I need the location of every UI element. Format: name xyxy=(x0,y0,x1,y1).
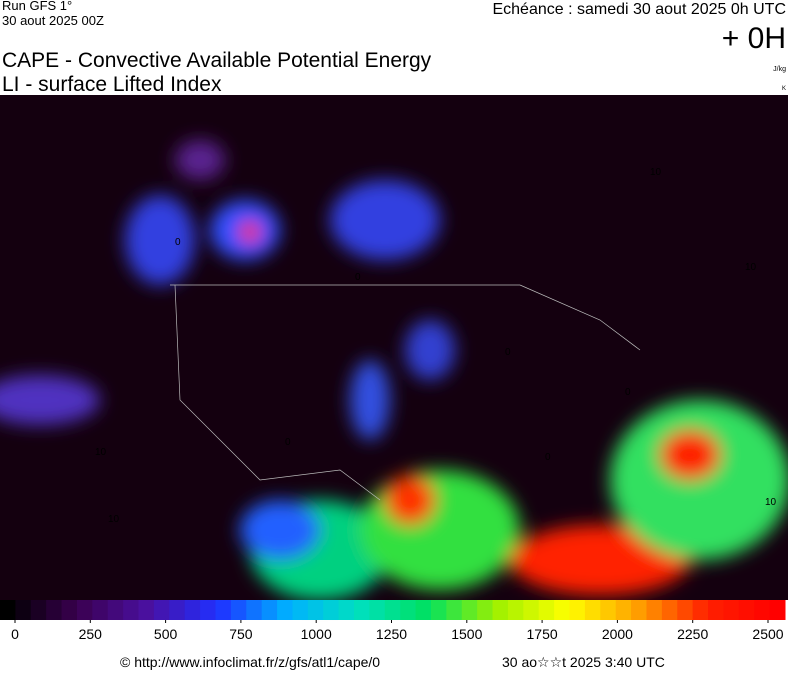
colorbar-cell xyxy=(631,600,647,620)
contour-label: 0 xyxy=(625,387,631,398)
colorbar-cell xyxy=(769,600,786,620)
contour-label: 10 xyxy=(765,497,777,508)
title: CAPE - Convective Available Potential En… xyxy=(2,49,432,72)
subtitle: LI - surface Lifted Index xyxy=(2,73,222,96)
colorbar-tick-label: 2000 xyxy=(602,626,633,642)
colorbar-tick-label: 2500 xyxy=(752,626,783,642)
colorbar-cell xyxy=(123,600,140,620)
colorbar-tick-label: 750 xyxy=(229,626,253,642)
colorbar-cell xyxy=(200,600,216,620)
colorbar-cell xyxy=(754,600,771,620)
contour-label: 0 xyxy=(175,237,181,248)
colorbar-tick-label: 1750 xyxy=(527,626,558,642)
colorbar-cell xyxy=(107,600,124,620)
contour-label: 10 xyxy=(108,514,120,525)
colorbar-cell xyxy=(30,600,47,620)
colorbar-cell xyxy=(92,600,109,620)
colorbar-cell xyxy=(153,600,170,620)
unit-li: K xyxy=(782,86,786,92)
run-label: Run GFS 1° xyxy=(2,0,72,13)
colorbar-cell xyxy=(277,600,293,620)
colorbar-tick-label: 250 xyxy=(79,626,103,642)
colorbar-tick-label: 1000 xyxy=(301,626,332,642)
colorbar-cell xyxy=(461,600,478,620)
contour-label: 0 xyxy=(545,452,551,463)
colorbar-tick-label: 1500 xyxy=(451,626,482,642)
colorbar-cell xyxy=(554,600,571,620)
run-date: 30 aout 2025 00Z xyxy=(2,13,104,28)
map: 10 0 10 0 0 10 0 0 10 0 10 xyxy=(0,95,788,600)
colorbar-tick-label: 2250 xyxy=(677,626,708,642)
colorbar-cell xyxy=(477,600,494,620)
contour-label: 10 xyxy=(95,447,107,458)
colorbar-cell xyxy=(661,600,678,620)
colorbar-cell xyxy=(15,600,32,620)
colorbar-cell xyxy=(538,600,555,620)
unit-cape: J/kg xyxy=(773,66,786,73)
colorbar-cell xyxy=(246,600,263,620)
colorbar-cell xyxy=(492,600,509,620)
lead-time: + 0H xyxy=(722,22,786,55)
colorbar-cell xyxy=(76,600,93,620)
colorbar-cell xyxy=(384,600,401,620)
borders xyxy=(170,284,641,501)
colorbar-cell xyxy=(215,600,232,620)
colorbar-cell xyxy=(0,600,16,620)
colorbar-cell xyxy=(400,600,417,620)
valid-time: Echéance : samedi 30 aout 2025 0h UTC xyxy=(492,1,786,18)
colorbar-cell xyxy=(46,600,63,620)
colorbar-cell xyxy=(415,600,432,620)
colorbar-cell xyxy=(323,600,340,620)
colorbar-cell xyxy=(615,600,632,620)
colorbar-cell xyxy=(692,600,709,620)
colorbar-cell xyxy=(261,600,278,620)
colorbar-cell xyxy=(307,600,324,620)
colorbar-cell xyxy=(677,600,694,620)
contour-label: 0 xyxy=(505,347,511,358)
colorbar: 0 250 500 750 1000 1250 1500 1750 2000 2250 2500 xyxy=(0,600,786,642)
colorbar-cell xyxy=(708,600,724,620)
colorbar-cell xyxy=(446,600,463,620)
cape-field xyxy=(0,140,788,600)
colorbar-cell xyxy=(230,600,247,620)
colorbar-cell xyxy=(61,600,78,620)
colorbar-cell xyxy=(646,600,663,620)
contour-label: 0 xyxy=(285,437,291,448)
colorbar-cell xyxy=(292,600,309,620)
colorbar-cell xyxy=(369,600,386,620)
contour-label: 10 xyxy=(650,167,662,178)
colorbar-cell xyxy=(184,600,201,620)
colorbar-cell xyxy=(338,600,355,620)
colorbar-tick-label: 500 xyxy=(154,626,178,642)
colorbar-cell xyxy=(523,600,540,620)
contour-label: 10 xyxy=(745,262,757,273)
colorbar-cell xyxy=(169,600,186,620)
colorbar-cell xyxy=(138,600,155,620)
colorbar-cell xyxy=(584,600,601,620)
colorbar-cell xyxy=(723,600,740,620)
footer-source: © http://www.infoclimat.fr/z/gfs/atl1/ca… xyxy=(120,654,380,670)
footer-time: 30 ao☆☆t 2025 3:40 UTC xyxy=(502,654,665,670)
colorbar-tick-label: 1250 xyxy=(376,626,407,642)
colorbar-cell xyxy=(354,600,370,620)
colorbar-cell xyxy=(430,600,447,620)
colorbar-cell xyxy=(738,600,755,620)
contour-label: 0 xyxy=(355,272,361,283)
colorbar-cell xyxy=(600,600,617,620)
colorbar-tick-label: 0 xyxy=(11,626,19,642)
colorbar-cell xyxy=(569,600,586,620)
colorbar-cell xyxy=(507,600,524,620)
